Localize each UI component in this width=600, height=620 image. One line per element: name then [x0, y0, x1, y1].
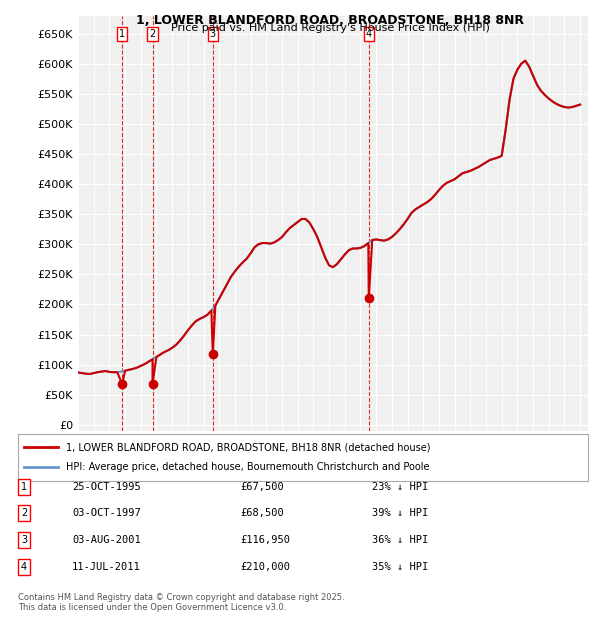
Text: 3: 3 [210, 29, 216, 38]
Text: 25-OCT-1995: 25-OCT-1995 [72, 482, 141, 492]
Text: 4: 4 [366, 29, 372, 38]
Text: 1: 1 [21, 482, 27, 492]
Text: 03-AUG-2001: 03-AUG-2001 [72, 535, 141, 545]
Text: 03-OCT-1997: 03-OCT-1997 [72, 508, 141, 518]
Text: 39% ↓ HPI: 39% ↓ HPI [372, 508, 428, 518]
Text: 4: 4 [21, 562, 27, 572]
Text: 1, LOWER BLANDFORD ROAD, BROADSTONE, BH18 8NR (detached house): 1, LOWER BLANDFORD ROAD, BROADSTONE, BH1… [67, 442, 431, 452]
Text: 1, LOWER BLANDFORD ROAD, BROADSTONE, BH18 8NR: 1, LOWER BLANDFORD ROAD, BROADSTONE, BH1… [136, 14, 524, 27]
Text: 3: 3 [21, 535, 27, 545]
Text: 36% ↓ HPI: 36% ↓ HPI [372, 535, 428, 545]
Text: 35% ↓ HPI: 35% ↓ HPI [372, 562, 428, 572]
Text: 2: 2 [21, 508, 27, 518]
Text: Price paid vs. HM Land Registry's House Price Index (HPI): Price paid vs. HM Land Registry's House … [170, 23, 490, 33]
Text: HPI: Average price, detached house, Bournemouth Christchurch and Poole: HPI: Average price, detached house, Bour… [67, 463, 430, 472]
Text: £67,500: £67,500 [240, 482, 284, 492]
Text: £68,500: £68,500 [240, 508, 284, 518]
Text: Contains HM Land Registry data © Crown copyright and database right 2025.
This d: Contains HM Land Registry data © Crown c… [18, 593, 344, 612]
Text: £210,000: £210,000 [240, 562, 290, 572]
Text: £116,950: £116,950 [240, 535, 290, 545]
Text: 2: 2 [149, 29, 155, 38]
Text: 11-JUL-2011: 11-JUL-2011 [72, 562, 141, 572]
Text: 23% ↓ HPI: 23% ↓ HPI [372, 482, 428, 492]
Text: 1: 1 [119, 29, 125, 38]
